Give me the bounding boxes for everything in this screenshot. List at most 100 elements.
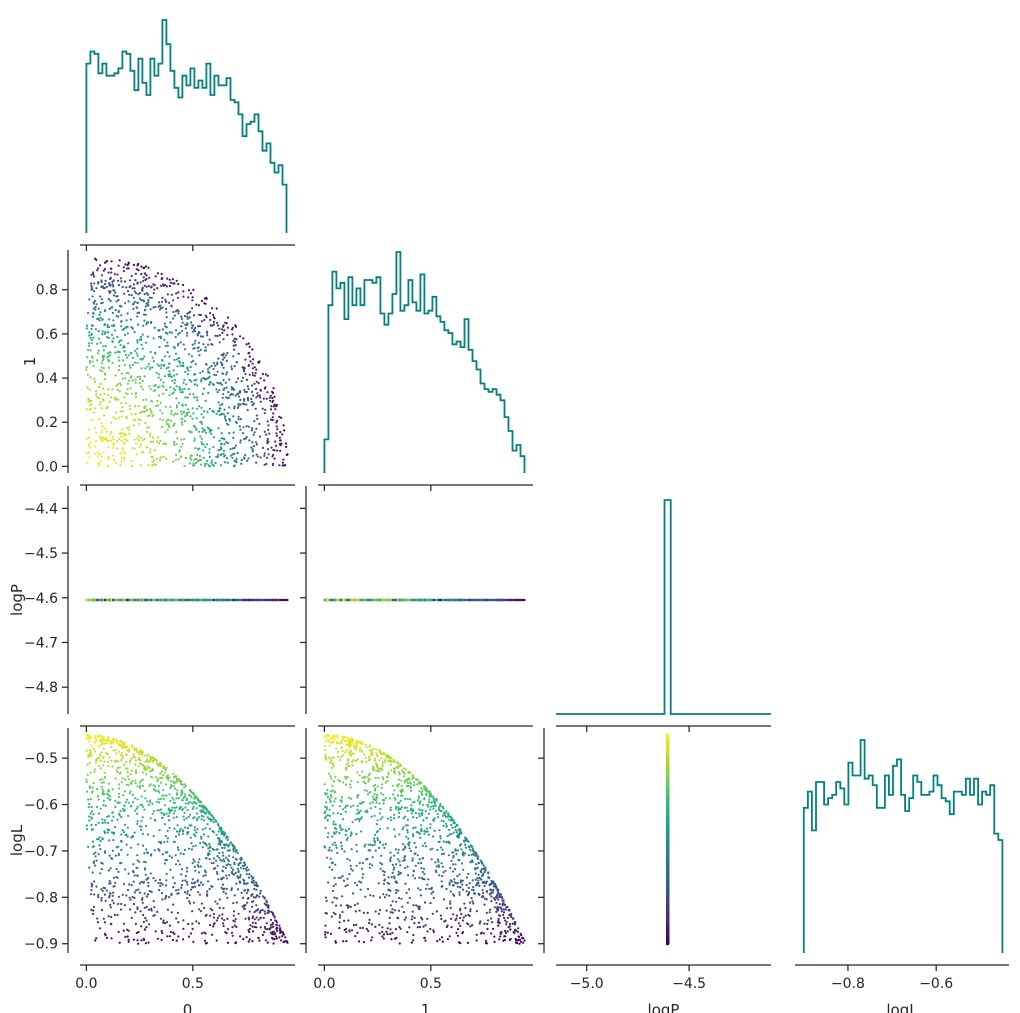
- scatter-point: [112, 416, 115, 419]
- scatter-point: [108, 325, 111, 329]
- scatter-point: [108, 795, 111, 798]
- scatter-point: [200, 299, 203, 303]
- scatter-point: [282, 458, 285, 461]
- scatter-point: [253, 382, 256, 385]
- scatter-point: [158, 345, 161, 349]
- scatter-point: [99, 872, 102, 875]
- scatter-point: [152, 414, 155, 417]
- scatter-point: [106, 792, 109, 796]
- scatter-point: [106, 336, 109, 339]
- scatter-point: [97, 349, 100, 352]
- scatter-point: [98, 264, 102, 267]
- scatter-point: [169, 930, 172, 934]
- scatter-point: [170, 305, 173, 308]
- scatter-point: [147, 908, 150, 911]
- scatter-point: [220, 443, 223, 446]
- scatter-point: [130, 459, 133, 462]
- scatter-point: [132, 283, 136, 286]
- histogram-1: [323, 251, 526, 473]
- scatter-point: [445, 598, 448, 602]
- scatter-point: [261, 407, 264, 410]
- scatter-point: [262, 397, 265, 400]
- scatter-point: [182, 290, 185, 293]
- scatter-point: [171, 392, 174, 395]
- scatter-point: [212, 383, 215, 386]
- scatter-point: [90, 810, 93, 813]
- scatter-point: [106, 331, 110, 334]
- scatter-point: [434, 598, 438, 602]
- scatter-point: [220, 464, 223, 467]
- scatter-point: [232, 431, 235, 434]
- scatter-point: [229, 454, 233, 457]
- scatter-point: [126, 312, 129, 315]
- scatter-point: [172, 387, 175, 390]
- scatter-point: [206, 443, 209, 446]
- scatter-point: [136, 812, 139, 816]
- scatter-point: [176, 365, 179, 368]
- scatter-point: [93, 299, 97, 303]
- scatter-point: [93, 377, 96, 380]
- scatter-point: [166, 428, 169, 431]
- scatter-point: [177, 282, 180, 286]
- scatter-point: [190, 355, 193, 358]
- scatter-point: [170, 410, 173, 413]
- scatter-point: [137, 439, 140, 442]
- scatter-point: [131, 464, 134, 468]
- scatter-point: [251, 384, 254, 387]
- scatter-point: [225, 386, 228, 389]
- scatter-point: [157, 598, 160, 602]
- scatter-point: [244, 372, 247, 376]
- scatter-point: [164, 298, 167, 301]
- scatter-point: [204, 349, 207, 352]
- scatter-point: [100, 366, 103, 369]
- scatter-point: [149, 308, 152, 311]
- scatter-point: [138, 446, 141, 449]
- scatter-point: [192, 288, 195, 291]
- scatter-point: [243, 438, 246, 441]
- scatter-point: [271, 396, 274, 400]
- scatter-point: [100, 897, 103, 900]
- scatter-point: [130, 274, 133, 278]
- scatter-point: [243, 398, 246, 401]
- scatter-point: [145, 919, 148, 922]
- scatter-point: [85, 452, 89, 455]
- scatter-point: [232, 902, 235, 905]
- scatter-point: [96, 342, 99, 345]
- scatter-point: [142, 276, 145, 279]
- scatter-point: [150, 411, 153, 414]
- scatter-point: [116, 335, 119, 338]
- scatter-point: [174, 809, 177, 812]
- scatter-point: [232, 339, 235, 342]
- scatter-point: [132, 880, 135, 883]
- scatter-point: [169, 799, 172, 803]
- scatter-point: [152, 360, 155, 363]
- scatter-point: [160, 891, 164, 895]
- scatter-point: [114, 346, 117, 349]
- scatter-point: [162, 442, 165, 445]
- scatter-point: [92, 275, 96, 278]
- scatter-point: [151, 440, 154, 443]
- scatter-point: [372, 598, 375, 602]
- scatter-point: [165, 316, 168, 319]
- scatter-point: [414, 598, 417, 602]
- scatter-point: [204, 346, 207, 349]
- y-tick-label: 0.0: [36, 459, 58, 475]
- scatter-point: [236, 867, 239, 870]
- scatter-point: [174, 863, 178, 866]
- scatter-point: [176, 344, 179, 347]
- scatter-point: [252, 402, 255, 405]
- scatter-point: [102, 764, 105, 767]
- scatter-point: [192, 412, 195, 415]
- scatter-point: [122, 344, 125, 348]
- scatter-point: [180, 455, 183, 458]
- scatter-point: [231, 447, 234, 450]
- scatter-point: [224, 381, 227, 384]
- scatter-point: [168, 284, 171, 287]
- scatter-point: [247, 457, 250, 460]
- scatter-point: [216, 324, 219, 327]
- scatter-point: [194, 447, 197, 450]
- scatter-point: [132, 424, 135, 427]
- scatter-point: [91, 312, 94, 315]
- scatter-point: [123, 441, 126, 444]
- scatter-point: [193, 860, 196, 863]
